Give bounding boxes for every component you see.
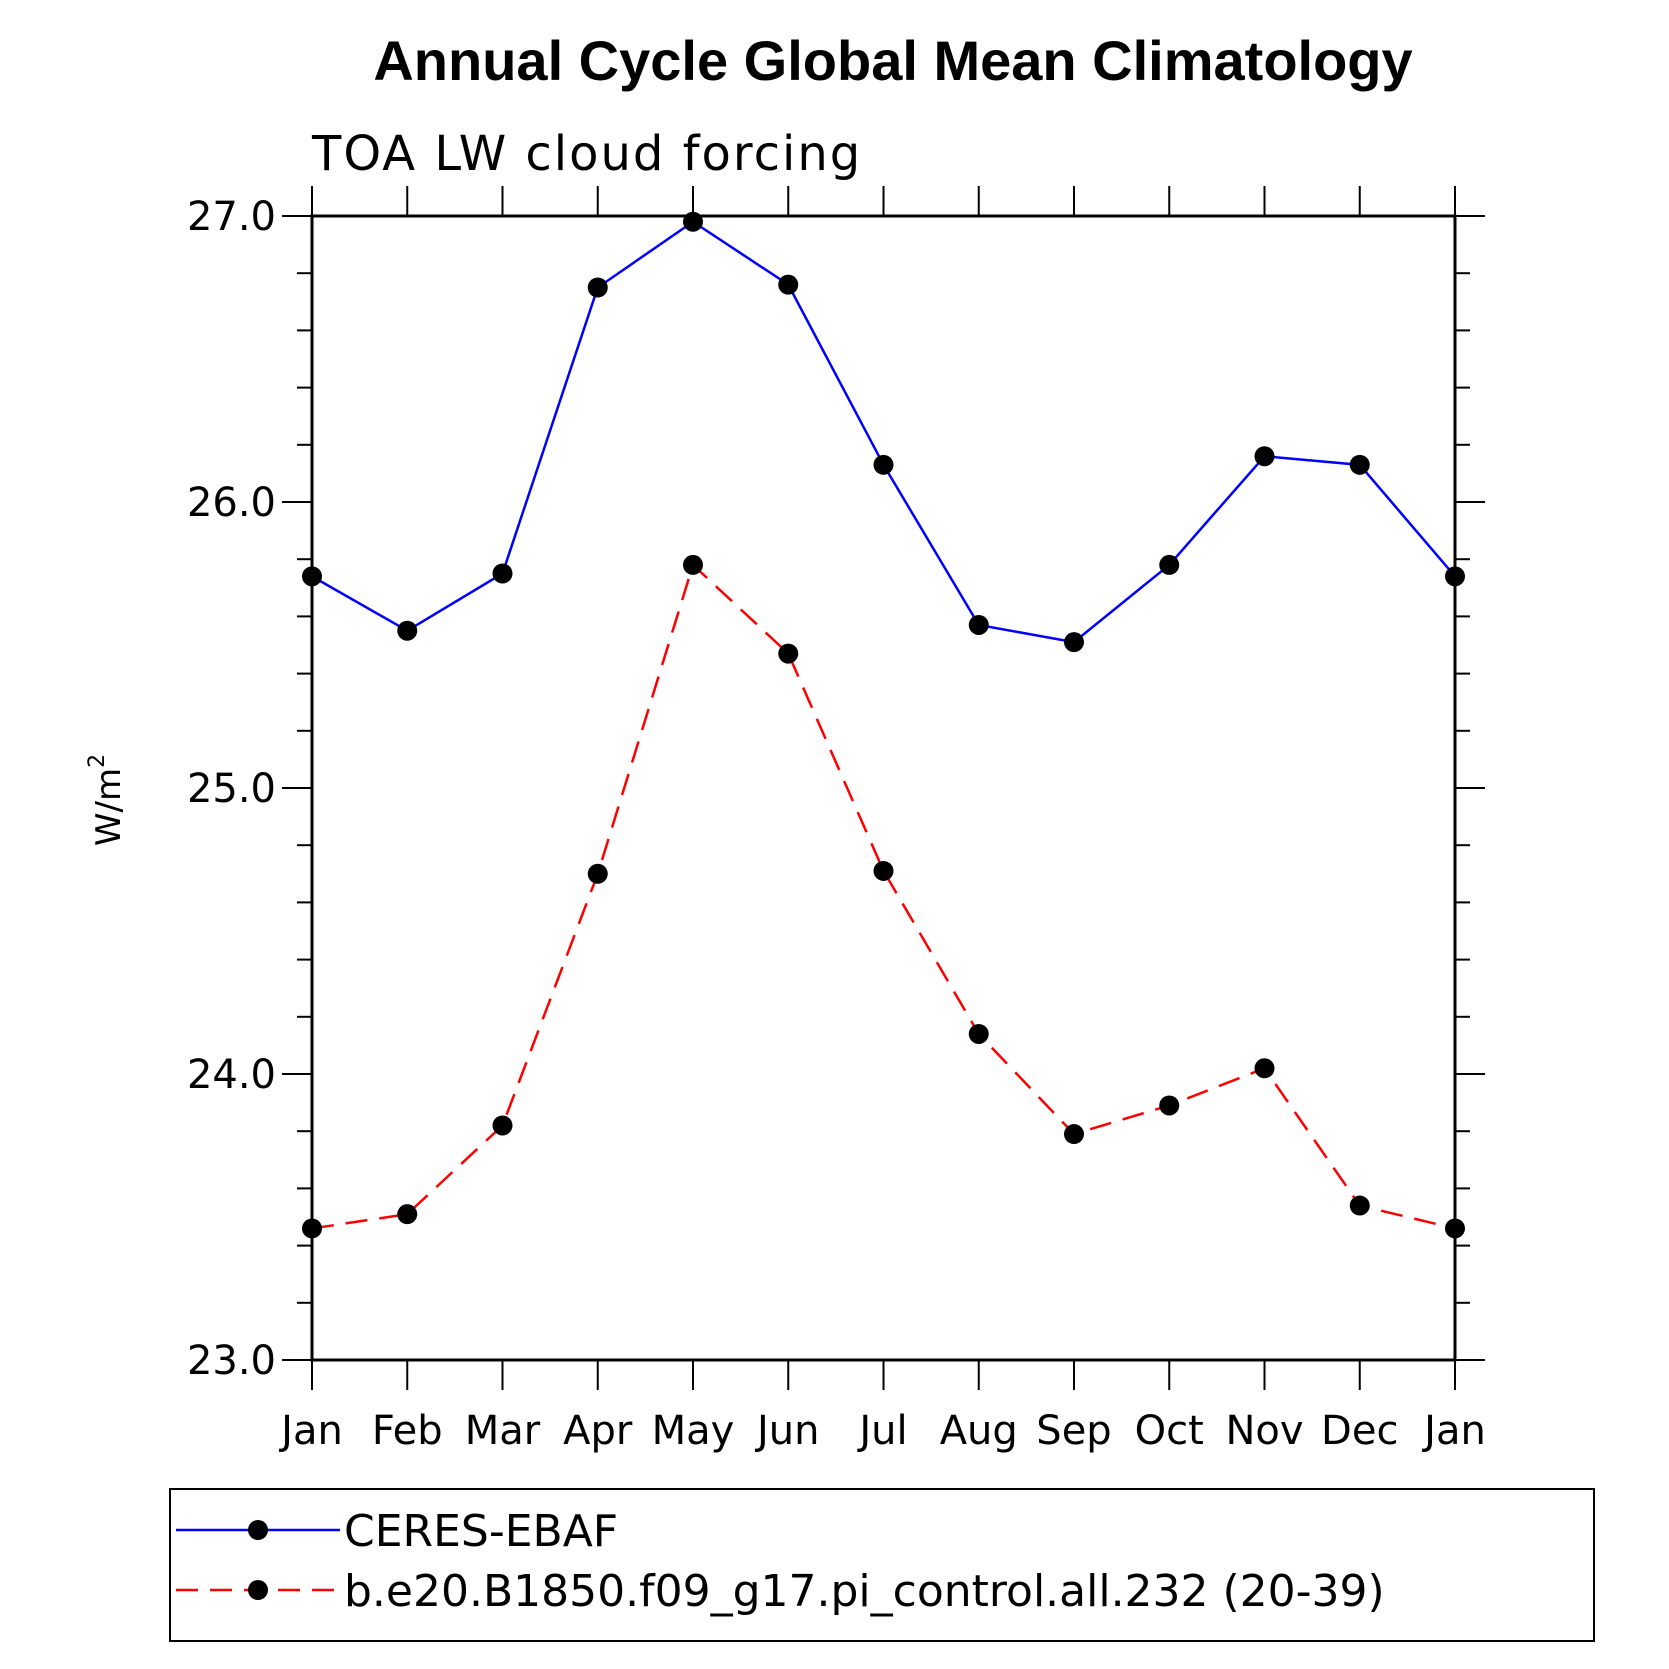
series-0-point <box>1159 554 1180 575</box>
series-1-point <box>1254 1058 1275 1079</box>
series-1-point <box>1064 1124 1084 1145</box>
series-1-point <box>873 860 894 881</box>
chart-subtitle: TOA LW cloud forcing <box>311 126 862 182</box>
series-0-point <box>873 454 894 475</box>
x-tick-label: Jan <box>278 1408 343 1454</box>
series-0-point <box>397 620 418 641</box>
series-1-point <box>397 1204 418 1225</box>
chart-title: Annual Cycle Global Mean Climatology <box>373 29 1412 92</box>
series-0-point <box>778 274 799 295</box>
y-axis-label-exponent: 2 <box>85 754 110 768</box>
x-tick-label: May <box>652 1408 735 1454</box>
x-tick-label: Feb <box>372 1408 443 1454</box>
series-line-0 <box>311 220 1456 644</box>
y-tick-label: 26.0 <box>187 480 276 526</box>
x-tick-label: Jul <box>856 1408 907 1454</box>
series-1-point <box>778 643 799 664</box>
series-0-point <box>302 566 322 587</box>
series-0-point <box>1349 454 1370 475</box>
x-tick-label: Oct <box>1135 1408 1204 1454</box>
series-0-point <box>492 563 513 584</box>
series-0-point <box>968 614 989 635</box>
x-tick-label: Apr <box>563 1408 633 1454</box>
legend-marker-0 <box>248 1520 268 1540</box>
series-1-point <box>492 1115 513 1136</box>
y-tick-label: 25.0 <box>187 766 276 812</box>
legend: CERES-EBAF b.e20.B1850.f09_g17.pi_control… <box>176 1506 1385 1617</box>
y-axis: 23.0 24.0 25.0 26.0 27.0 <box>187 194 1485 1384</box>
x-axis: Jan Feb Mar Apr May Jun Jul Aug Sep Oct Nov Dec Jan <box>278 186 1486 1454</box>
series-1-point <box>968 1023 989 1044</box>
legend-box <box>169 1488 1595 1642</box>
plot-frame <box>310 214 1457 1362</box>
series-1-point <box>1445 1218 1465 1239</box>
x-tick-label: Jun <box>754 1408 820 1454</box>
x-tick-label: Nov <box>1225 1408 1303 1454</box>
x-tick-label: Dec <box>1321 1408 1398 1454</box>
x-tick-label: Aug <box>940 1408 1018 1454</box>
series-0-point <box>1254 446 1275 467</box>
series-line-1 <box>311 562 1456 1230</box>
y-tick-label: 24.0 <box>187 1052 276 1098</box>
y-tick-label: 23.0 <box>187 1338 276 1384</box>
y-axis-label: W/m2 <box>85 754 129 846</box>
series-1-point <box>1159 1095 1180 1116</box>
series-1-point <box>683 554 703 575</box>
x-tick-label: Mar <box>465 1408 541 1454</box>
y-axis-label-unit: W/m <box>89 768 129 846</box>
y-tick-label: 27.0 <box>187 194 276 240</box>
series-layer <box>302 211 1465 1239</box>
series-0-point <box>683 211 703 232</box>
legend-label-0: CERES-EBAF <box>344 1506 618 1557</box>
legend-label-1: b.e20.B1850.f09_g17.pi_control.all.232 (… <box>344 1566 1385 1617</box>
series-1-point <box>302 1218 322 1239</box>
series-0-point <box>587 277 608 298</box>
series-0-point <box>1064 632 1084 653</box>
series-1-point <box>587 863 608 884</box>
x-tick-label: Jan <box>1421 1408 1486 1454</box>
x-tick-label: Sep <box>1036 1408 1111 1454</box>
series-0-point <box>1445 566 1465 587</box>
legend-marker-1 <box>248 1580 268 1600</box>
series-1-point <box>1349 1195 1370 1216</box>
